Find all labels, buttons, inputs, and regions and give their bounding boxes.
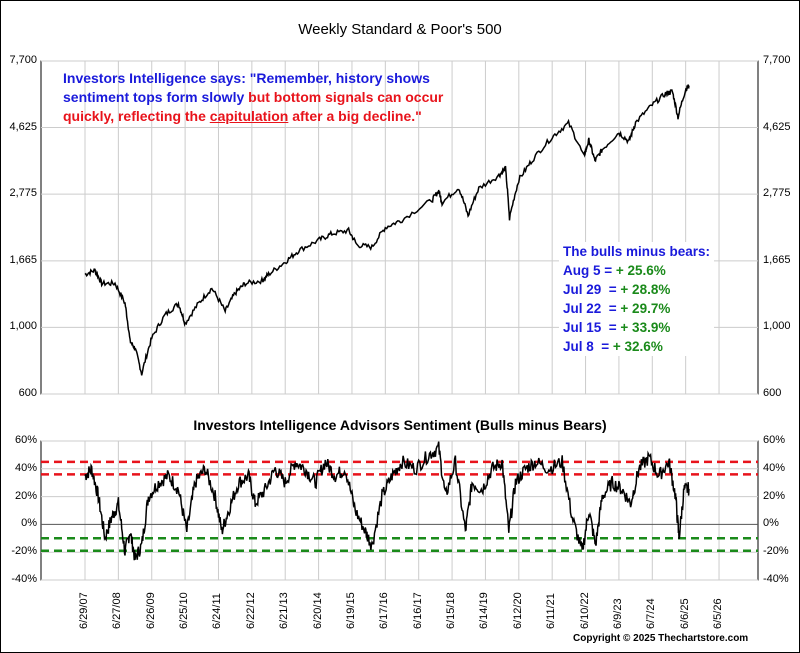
y-tick-label-right: -40%: [763, 573, 789, 585]
y-tick-label-right: 0%: [763, 517, 779, 530]
x-tick-label: 6/12/20: [511, 592, 524, 629]
x-tick-label: 6/7/24: [645, 598, 658, 629]
bmb-value: + 29.7%: [620, 301, 671, 316]
x-tick-label: 6/24/11: [211, 593, 224, 629]
y-tick-label-left: 1,000: [9, 320, 37, 333]
x-tick-label: 6/20/14: [311, 592, 324, 629]
y-tick-label-right: 4,625: [763, 120, 791, 133]
y-tick-label-right: 600: [763, 387, 782, 399]
quote-red-end: after a big decline.": [288, 108, 422, 124]
x-tick-label: 6/5/26: [712, 598, 725, 629]
x-tick-label: 6/11/21: [545, 593, 558, 629]
bmb-value: + 32.6%: [612, 339, 663, 354]
bmb-date: Jul 8 =: [563, 339, 613, 354]
y-tick-label-left: 20%: [14, 489, 37, 502]
y-tick-label-left: 4,625: [9, 120, 37, 133]
x-tick-label: 6/19/15: [344, 592, 357, 629]
y-tick-label-left: 40%: [14, 461, 37, 474]
y-tick-label-right: 2,775: [763, 187, 791, 200]
bmb-row: Jul 8 = + 32.6%: [563, 337, 710, 356]
sentiment-plot-area: [40, 440, 759, 581]
bmb-value: + 25.6%: [615, 263, 666, 278]
x-tick-label: 6/15/18: [445, 592, 458, 629]
y-tick-label-right: 7,700: [763, 54, 791, 66]
sentiment-title: Investors Intelligence Advisors Sentimen…: [193, 417, 607, 433]
x-tick-label: 6/29/07: [78, 592, 90, 629]
y-tick-label-right: 20%: [763, 489, 786, 502]
quote-red: but bottom signals can occur quickly, re…: [63, 89, 444, 124]
y-tick-label-left: 1,665: [9, 253, 37, 266]
y-tick-label-right: 1,665: [763, 253, 791, 266]
bmb-date: Jul 29 =: [563, 282, 621, 297]
y-tick-label-right: 40%: [763, 461, 786, 474]
x-tick-label: 6/10/22: [578, 592, 591, 629]
x-tick-label: 6/26/09: [144, 592, 157, 629]
x-tick-label: 6/9/23: [611, 598, 624, 629]
bulls-minus-bears-box: The bulls minus bears: Aug 5 = + 25.6% Ju…: [559, 242, 715, 356]
bmb-row: Jul 29 = + 28.8%: [563, 280, 710, 299]
bmb-date: Aug 5 =: [563, 263, 616, 278]
quote-blue: Investors Intelligence says: "Remember, …: [63, 70, 430, 105]
x-tick-label: 6/14/19: [478, 592, 491, 629]
spx-line: [84, 84, 690, 376]
bmb-row: Jul 15 = + 33.9%: [563, 318, 710, 337]
bmb-date: Jul 15 =: [563, 320, 621, 335]
y-tick-label-right: 60%: [763, 434, 786, 446]
bmb-date: Jul 22 =: [563, 301, 621, 316]
y-tick-label-left: -40%: [11, 573, 37, 585]
quote-annotation: Investors Intelligence says: "Remember, …: [63, 69, 483, 126]
y-tick-label-left: 7,700: [9, 54, 37, 66]
x-tick-label: 6/6/25: [678, 598, 691, 629]
bmb-value: + 28.8%: [620, 282, 671, 297]
x-tick-label: 6/22/12: [244, 592, 257, 629]
y-tick-label-right: -20%: [763, 545, 789, 558]
sentiment-line: [84, 441, 690, 561]
x-tick-label: 6/21/13: [278, 592, 291, 629]
bmb-title: The bulls minus bears:: [563, 244, 711, 259]
y-tick-label-left: 0%: [21, 517, 37, 530]
y-tick-label-left: 2,775: [9, 187, 37, 200]
x-tick-label: 6/17/16: [378, 592, 391, 629]
quote-underlined: capitulation: [209, 108, 289, 124]
x-tick-label: 6/16/17: [411, 592, 424, 629]
bmb-row: Aug 5 = + 25.6%: [563, 261, 710, 280]
y-tick-label-left: 600: [18, 387, 37, 399]
bmb-value: + 33.9%: [620, 320, 671, 335]
copyright: Copyright © 2025 Thechartstore.com: [573, 633, 749, 644]
bmb-row: Jul 22 = + 29.7%: [563, 299, 710, 318]
y-tick-label-left: -20%: [11, 545, 37, 558]
y-tick-label-left: 60%: [14, 434, 37, 446]
y-tick-label-right: 1,000: [763, 320, 791, 333]
spx-title: Weekly Standard & Poor's 500: [298, 21, 502, 38]
x-tick-label: 6/25/10: [178, 592, 191, 629]
x-tick-label: 6/27/08: [111, 592, 124, 629]
